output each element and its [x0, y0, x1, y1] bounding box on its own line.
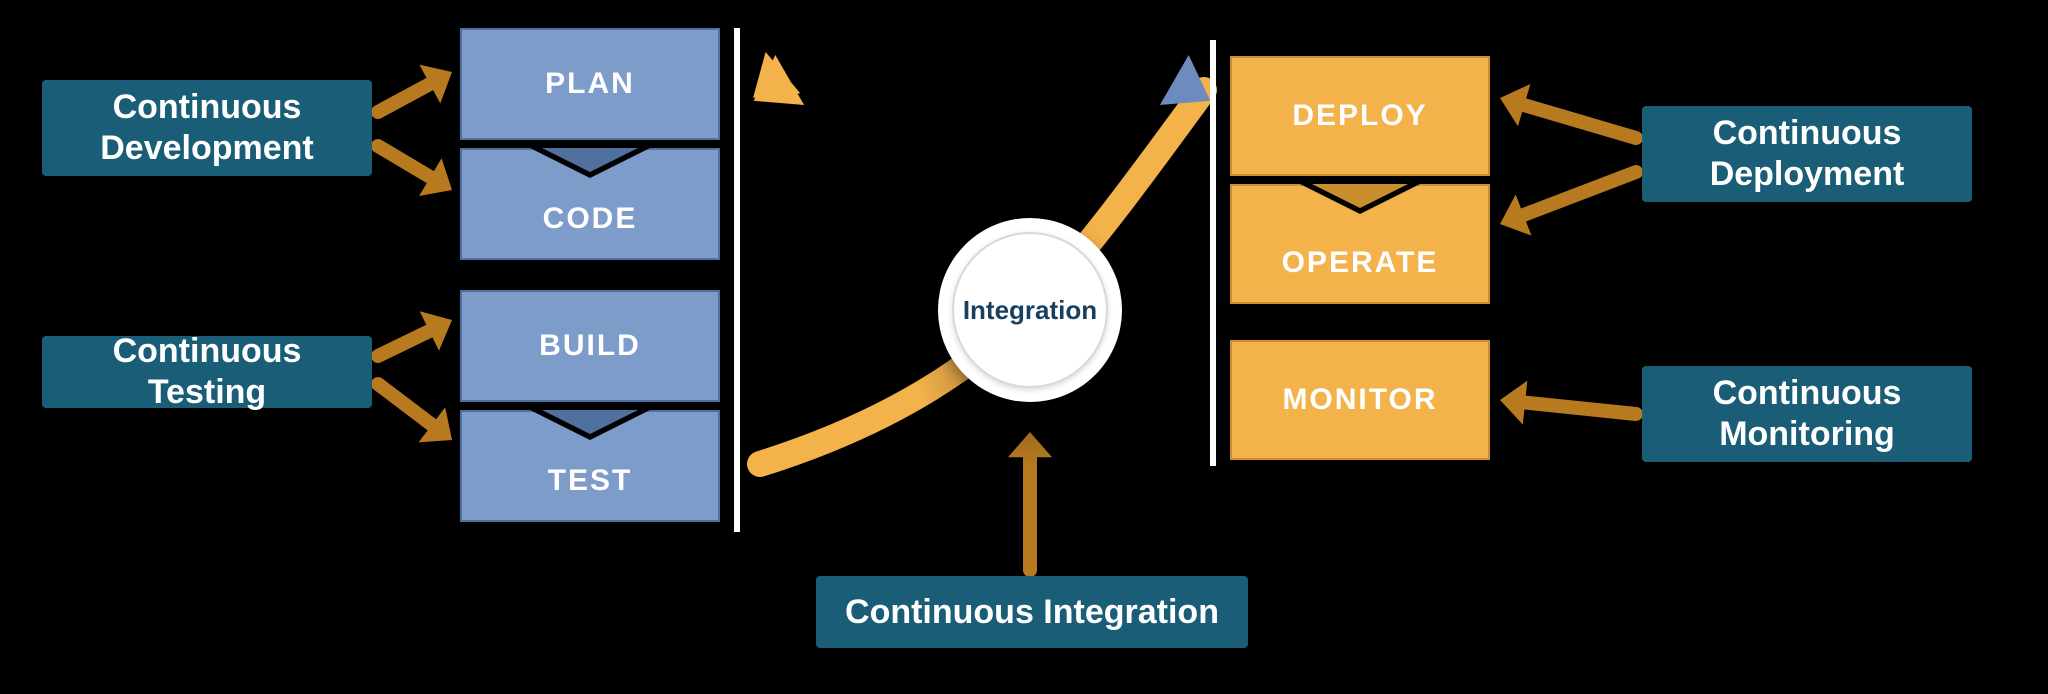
stage-left-build: BUILD — [460, 290, 720, 402]
vertical-divider — [734, 28, 740, 532]
label-continuous-development: Continuous Development — [42, 80, 372, 176]
stage-label: TEST — [548, 464, 633, 498]
stage-label: CODE — [543, 202, 638, 236]
integration-circle: Integration — [952, 232, 1108, 388]
stage-right-monitor: MONITOR — [1230, 340, 1490, 460]
stage-label: DEPLOY — [1292, 99, 1427, 133]
label-continuous-monitoring: Continuous Monitoring — [1642, 366, 1972, 462]
label-continuous-deployment: Continuous Deployment — [1642, 106, 1972, 202]
stage-left-test: TEST — [460, 410, 720, 522]
integration-label: Integration — [963, 295, 1097, 326]
devops-diagram: Continuous Development Continuous Testin… — [0, 0, 2048, 694]
vertical-divider — [1210, 40, 1216, 466]
stage-left-plan: PLAN — [460, 28, 720, 140]
stage-right-operate: OPERATE — [1230, 184, 1490, 304]
stage-left-code: CODE — [460, 148, 720, 260]
stage-label: MONITOR — [1282, 383, 1437, 417]
stage-label: BUILD — [539, 329, 641, 363]
stage-label: OPERATE — [1282, 246, 1439, 280]
label-continuous-testing: Continuous Testing — [42, 336, 372, 408]
stage-label: PLAN — [545, 67, 635, 101]
stage-right-deploy: DEPLOY — [1230, 56, 1490, 176]
label-continuous-integration: Continuous Integration — [816, 576, 1248, 648]
